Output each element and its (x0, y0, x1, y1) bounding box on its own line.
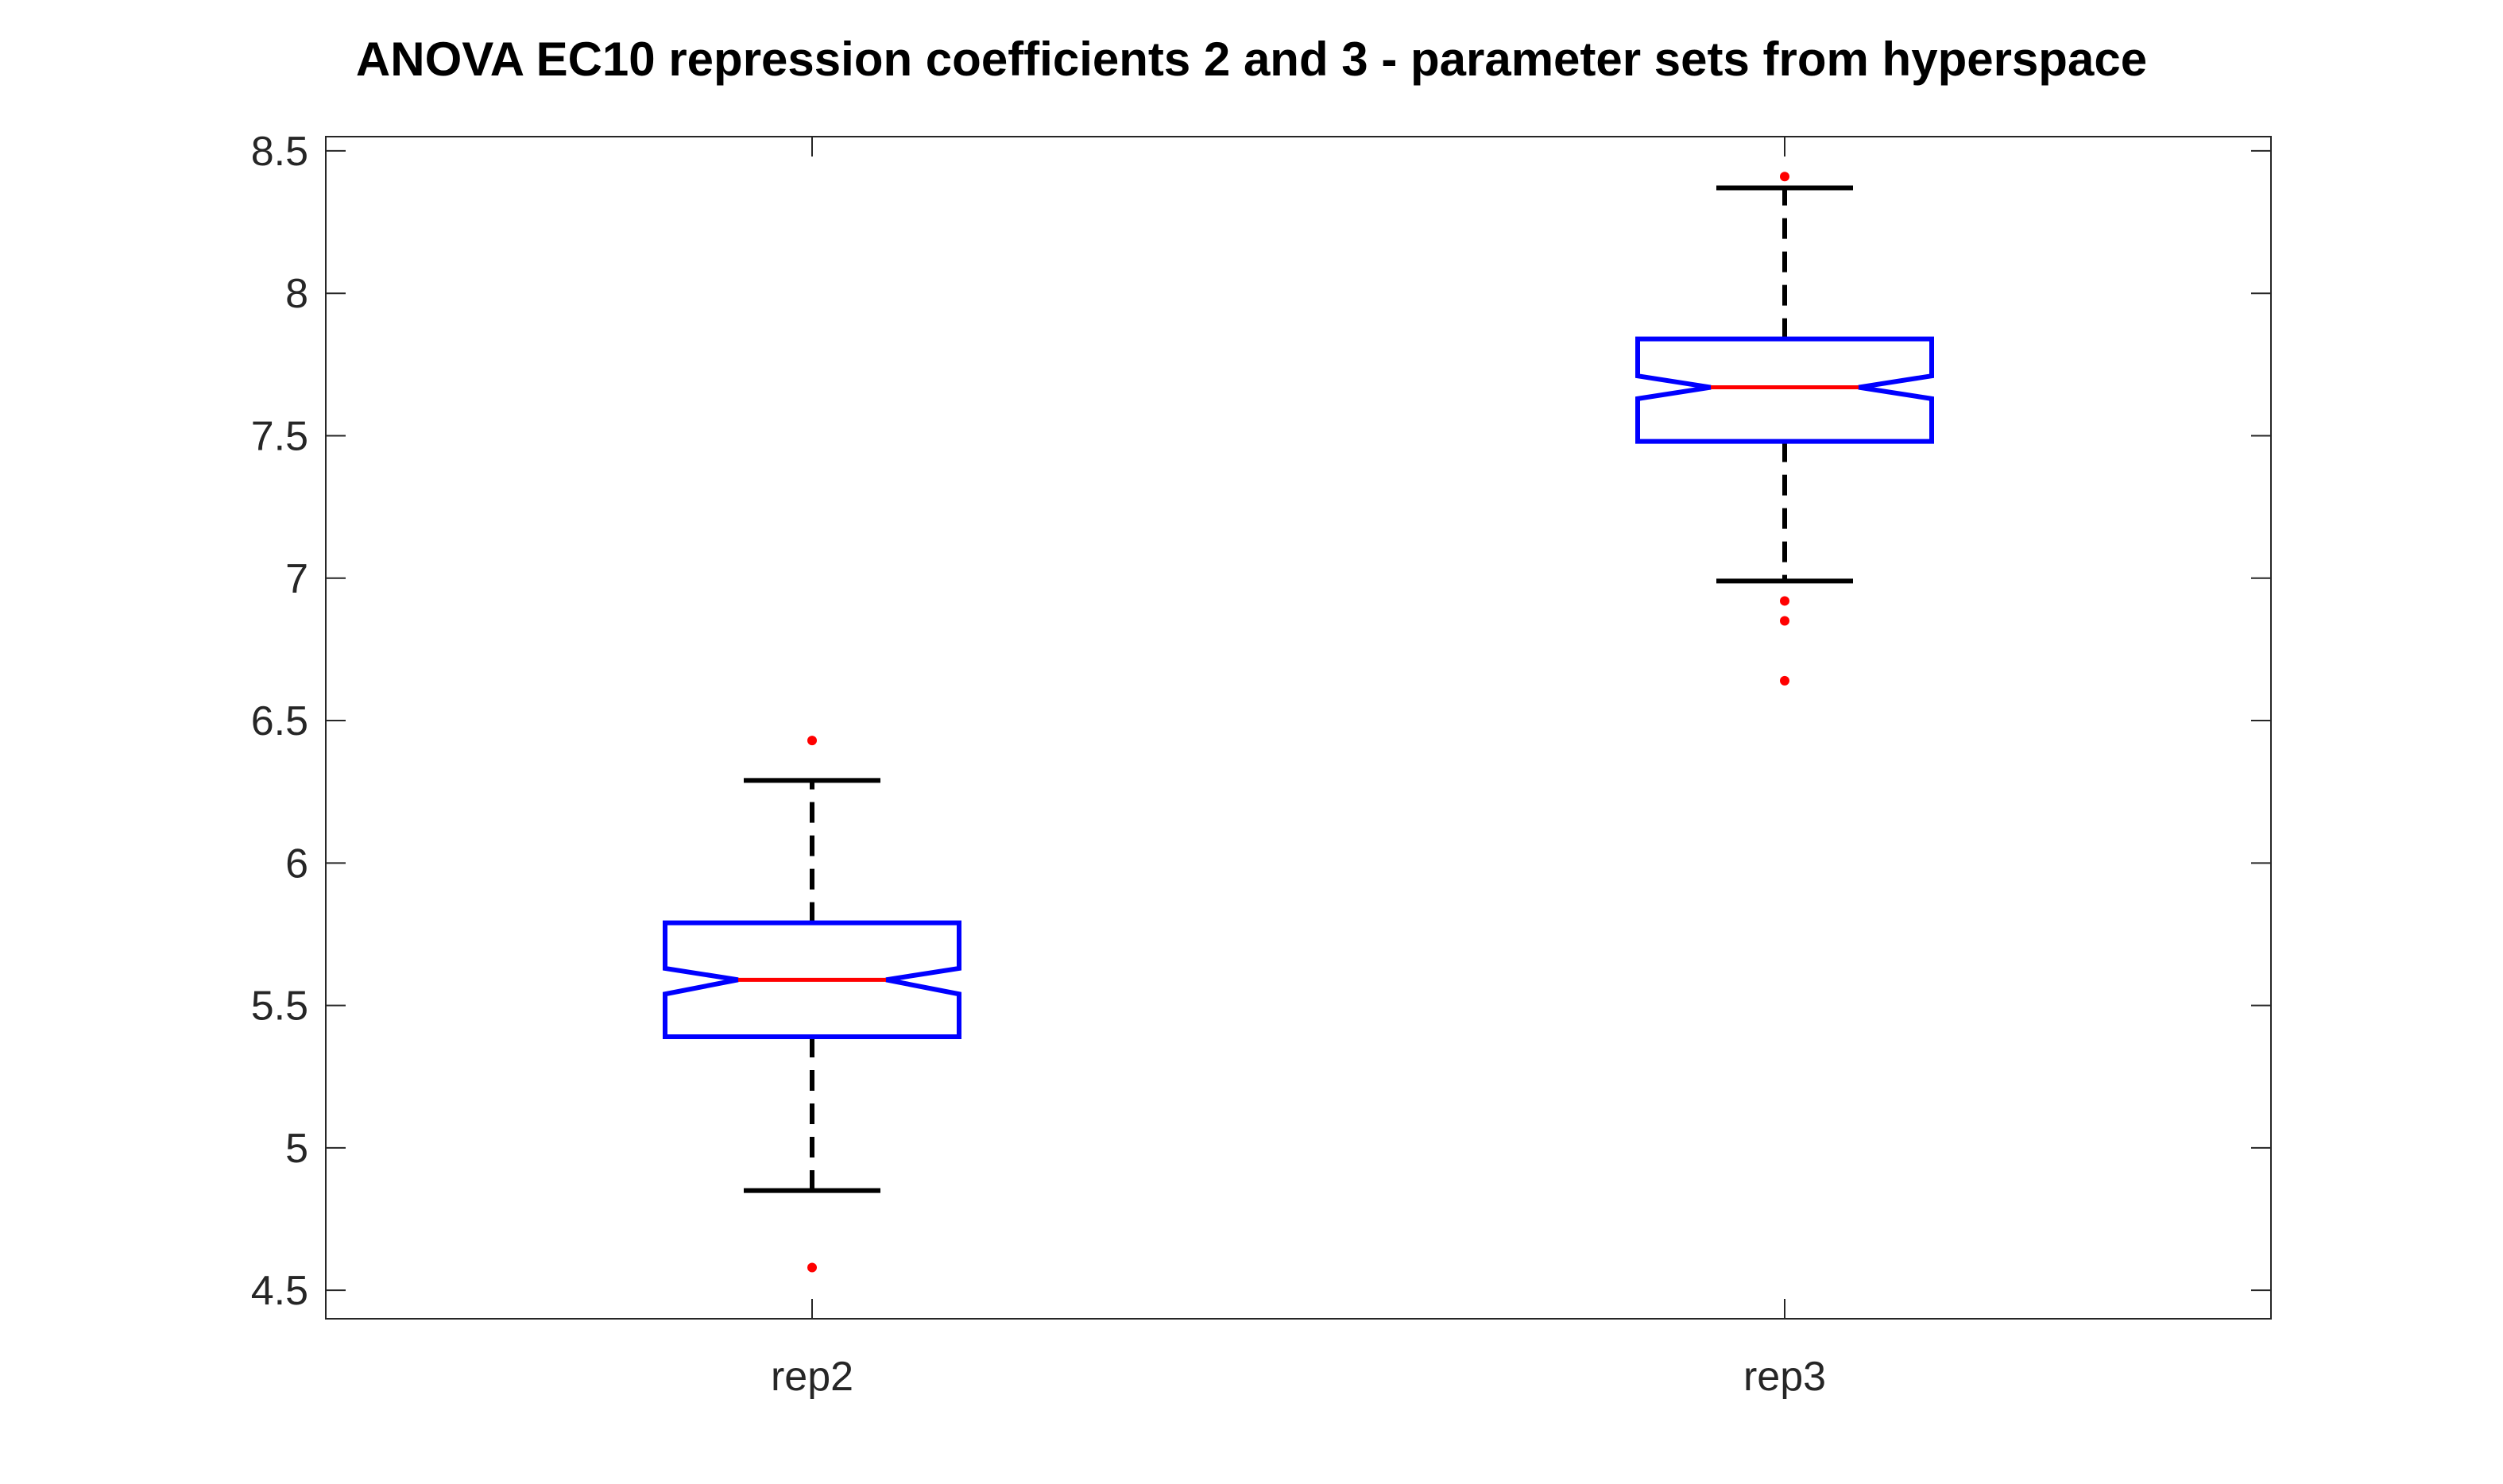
axes-frame (325, 136, 2272, 1320)
y-tick-label: 6 (285, 841, 308, 887)
boxes-layer (663, 172, 1934, 1273)
y-tick-label: 4.5 (251, 1268, 308, 1314)
notched-box (663, 920, 961, 1040)
y-tick-label: 6.5 (251, 698, 308, 744)
outlier-point (1780, 616, 1789, 626)
y-tick-label: 8 (285, 271, 308, 317)
y-tick-label: 5 (285, 1126, 308, 1172)
y-tick-label: 5.5 (251, 984, 308, 1030)
chart-title: ANOVA EC10 repression coefficients 2 and… (356, 33, 2147, 86)
notched-box (1635, 336, 1934, 444)
outlier-point (1780, 172, 1789, 182)
axis-ticks: 4.5 5 5.5 6 6.5 7 7.5 8 8.5 rep2 rep3 (251, 129, 2271, 1400)
x-tick-label: rep3 (1743, 1354, 1826, 1400)
outlier-point (1780, 596, 1789, 606)
box-rep3 (1635, 172, 1934, 686)
y-tick-label: 7 (285, 556, 308, 602)
y-tick-label: 7.5 (251, 413, 308, 459)
y-tick-label: 8.5 (251, 129, 308, 175)
outlier-point (807, 1262, 817, 1273)
box-rep2 (663, 736, 961, 1273)
x-tick-label: rep2 (771, 1354, 853, 1400)
outlier-point (807, 736, 817, 746)
outlier-point (1780, 675, 1789, 686)
